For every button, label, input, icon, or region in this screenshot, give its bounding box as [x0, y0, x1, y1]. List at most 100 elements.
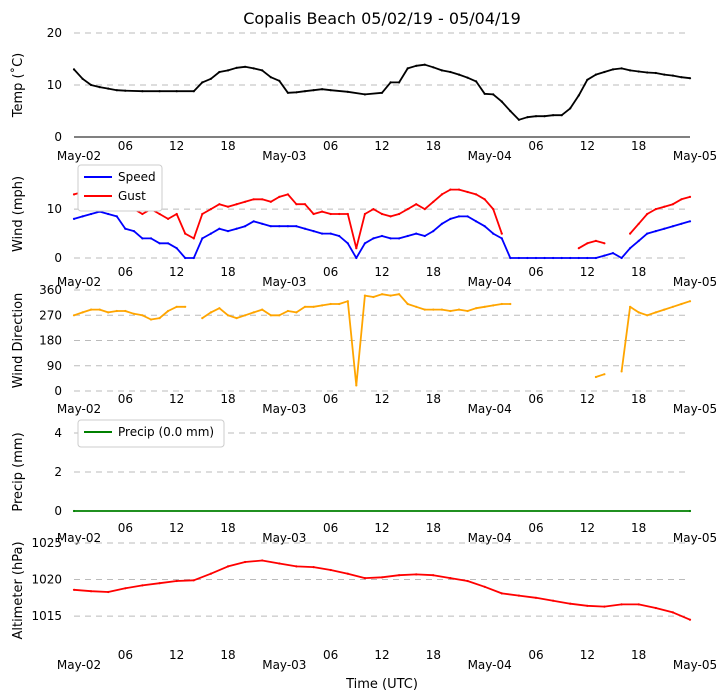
data-point	[261, 222, 264, 225]
y-axis-label: Altimeter (hPa)	[11, 541, 26, 639]
data-point	[415, 305, 418, 308]
data-point	[321, 210, 324, 213]
legend-box	[77, 419, 225, 448]
data-point	[107, 311, 110, 314]
data-point	[389, 215, 392, 218]
series-line-direction	[73, 293, 691, 387]
data-point	[278, 314, 281, 317]
data-point	[141, 90, 144, 93]
data-point	[286, 225, 289, 228]
data-point	[560, 256, 563, 260]
data-point	[569, 256, 572, 260]
data-point	[252, 220, 255, 223]
x-tick-label: 18	[631, 521, 646, 535]
data-point	[192, 90, 195, 93]
y-tick-label: 1025	[31, 536, 62, 550]
data-point	[637, 239, 640, 242]
data-point	[235, 227, 238, 230]
y-tick-label: 90	[47, 359, 62, 373]
data-point	[312, 305, 315, 308]
x-tick-label: 18	[220, 392, 235, 406]
data-point	[175, 579, 178, 583]
data-point	[680, 222, 683, 225]
data-point	[637, 70, 640, 73]
data-point	[423, 208, 426, 211]
data-point	[149, 237, 153, 240]
data-point	[141, 314, 144, 317]
data-point	[517, 118, 521, 121]
x-tick-label: 12	[374, 139, 389, 153]
data-point	[594, 256, 598, 260]
data-point	[244, 560, 247, 564]
data-point	[603, 242, 606, 245]
x-tick-label: 12	[169, 648, 184, 662]
data-point	[286, 193, 289, 196]
data-point	[90, 83, 93, 87]
x-tick-label: 12	[169, 139, 184, 153]
x-tick-label: May-05	[673, 275, 717, 289]
x-tick-label: May-05	[673, 402, 717, 416]
data-point	[671, 74, 675, 77]
data-point	[107, 590, 110, 594]
data-point	[629, 69, 632, 72]
data-point	[295, 203, 298, 206]
data-point	[586, 256, 589, 260]
data-point	[192, 237, 195, 240]
data-point	[475, 193, 478, 196]
data-point	[457, 215, 461, 218]
data-point	[278, 225, 281, 228]
x-tick-label: May-04	[468, 658, 512, 672]
data-point	[201, 317, 204, 320]
data-point	[509, 256, 512, 260]
data-point	[432, 574, 435, 577]
y-axis-label: Precip (mm)	[11, 432, 26, 511]
data-point	[475, 220, 478, 223]
data-point	[492, 232, 495, 235]
x-tick-label: 18	[631, 139, 646, 153]
data-point	[440, 193, 443, 196]
data-point	[338, 302, 341, 306]
legend-label: Speed	[118, 170, 156, 184]
x-tick-label: May-05	[673, 531, 717, 545]
data-point	[321, 304, 324, 307]
data-point	[72, 588, 76, 591]
data-point	[629, 247, 632, 250]
x-tick-label: May-02	[57, 275, 101, 289]
y-tick-label: 0	[54, 130, 62, 144]
data-point	[363, 93, 366, 96]
x-tick-label: May-03	[262, 149, 306, 163]
data-point	[688, 509, 692, 513]
data-point	[594, 73, 598, 76]
data-point	[398, 237, 401, 240]
data-point	[398, 293, 401, 296]
data-point	[483, 198, 486, 201]
data-point	[209, 572, 212, 575]
data-point	[201, 237, 204, 240]
data-point	[72, 509, 76, 513]
panel-wind: 0 10 Wind (mph) May-02 06 12 18 May-03 06 12 18 May…	[11, 164, 717, 289]
data-point	[594, 375, 598, 379]
data-point	[355, 256, 358, 260]
data-point	[303, 90, 307, 93]
x-tick-label: 18	[426, 139, 441, 153]
data-point	[244, 225, 247, 228]
data-point	[671, 305, 675, 308]
data-point	[457, 188, 461, 191]
x-tick-label: 12	[374, 392, 389, 406]
data-point	[380, 91, 384, 94]
data-point	[346, 300, 349, 303]
data-point	[500, 592, 503, 595]
y-tick-label: 10	[47, 202, 62, 216]
data-point	[226, 565, 230, 568]
data-point	[440, 69, 443, 72]
data-point	[475, 80, 478, 83]
data-point	[81, 215, 84, 218]
data-point	[209, 77, 212, 80]
x-tick-label: 12	[374, 648, 389, 662]
data-point	[363, 577, 366, 580]
y-tick-label: 1020	[31, 573, 62, 587]
data-point	[209, 311, 212, 314]
data-point	[278, 79, 281, 82]
data-point	[398, 81, 401, 84]
series-line-gust	[73, 186, 691, 250]
